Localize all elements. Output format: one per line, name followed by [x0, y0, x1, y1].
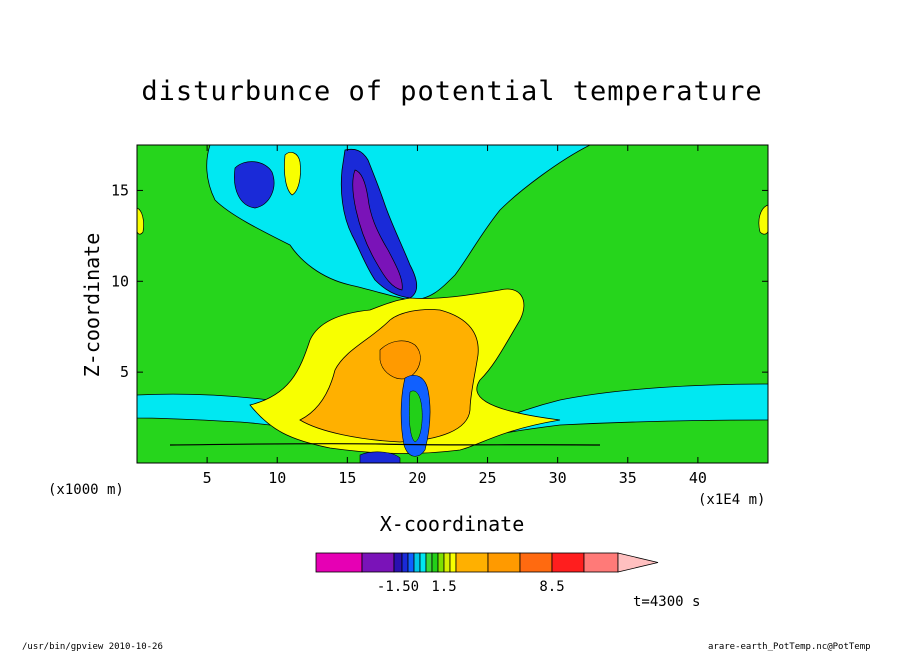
colorbar-segment — [455, 552, 489, 573]
x-tick-label: 5 — [203, 469, 212, 487]
colorbar-segment — [393, 552, 403, 573]
x-axis-label: X-coordinate — [379, 512, 525, 536]
colorbar-segment — [431, 552, 439, 573]
yellow-patch-top — [284, 152, 301, 196]
footer-right: arare-earth_PotTemp.nc@PotTemp — [708, 642, 871, 652]
y-unit-label: (x1000 m) — [48, 482, 124, 498]
y-tick-label: 10 — [111, 272, 129, 290]
blue-patch-left — [234, 161, 275, 209]
footer-left: /usr/bin/gpview 2010-10-26 — [22, 642, 163, 652]
colorbar-segment — [519, 552, 553, 573]
orange-deep — [379, 340, 421, 380]
orange-core — [299, 309, 479, 443]
colorbar-segment — [401, 552, 409, 573]
colorbar-label: -1.50 — [377, 579, 419, 595]
colorbar-segment — [413, 552, 421, 573]
x-tick-label: 40 — [689, 469, 707, 487]
colorbar-segment — [487, 552, 521, 573]
colorbar-segment — [419, 552, 427, 573]
colorbar-label: 8.5 — [539, 579, 564, 595]
colorbar-arrow — [617, 552, 659, 573]
x-tick-label: 30 — [549, 469, 567, 487]
colorbar-segment — [425, 552, 433, 573]
base-streak — [169, 442, 601, 446]
colorbar-segment — [443, 552, 451, 573]
y-tick-label: 15 — [111, 181, 129, 199]
x-tick-label: 15 — [338, 469, 356, 487]
colorbar-segment — [583, 552, 619, 573]
colorbar-segment — [315, 552, 363, 573]
x-tick-label: 20 — [408, 469, 426, 487]
time-annotation: t=4300 s — [633, 594, 701, 610]
x-tick-label: 35 — [619, 469, 637, 487]
colorbar-segment — [551, 552, 585, 573]
colorbar-segment — [361, 552, 395, 573]
colorbar-segment — [449, 552, 457, 573]
purple-core — [352, 169, 403, 291]
colorbar-segment — [407, 552, 415, 573]
x-tick-label: 10 — [268, 469, 286, 487]
chart-title: disturbunce of potential temperature — [141, 76, 763, 107]
base-blue — [359, 451, 401, 463]
turbulence-inner — [408, 390, 423, 443]
x-unit-label: (x1E4 m) — [698, 492, 766, 508]
y-tick-label: 5 — [120, 363, 129, 381]
y-axis-label: Z-coordinate — [80, 232, 104, 378]
colorbar-segment — [437, 552, 445, 573]
cyan-region-upper — [206, 145, 591, 301]
colorbar-label: 1.5 — [431, 579, 456, 595]
plot-frame — [136, 144, 769, 464]
contour-field — [137, 145, 768, 463]
x-tick-label: 25 — [479, 469, 497, 487]
axis-ticks: 5 10 15 20 25 30 35 40 5 10 15 — [111, 145, 768, 487]
colorbar: -1.50 1.5 8.5 — [315, 552, 659, 595]
